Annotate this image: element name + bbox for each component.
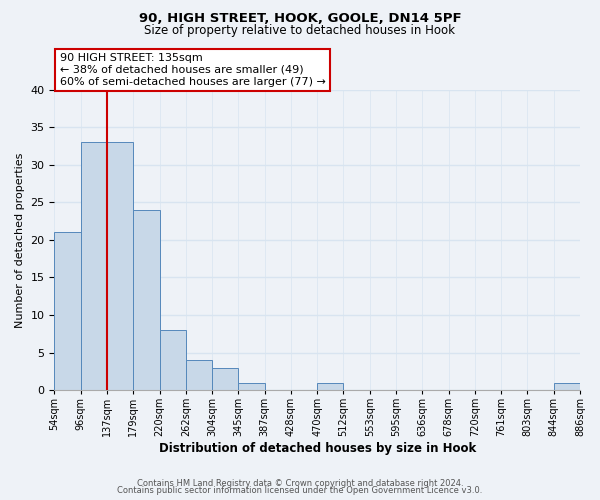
Text: Contains public sector information licensed under the Open Government Licence v3: Contains public sector information licen… (118, 486, 482, 495)
Text: Size of property relative to detached houses in Hook: Size of property relative to detached ho… (145, 24, 455, 37)
Bar (55, 232, 80, 390)
Bar (160, 330, 186, 390)
Bar (186, 360, 212, 390)
Y-axis label: Number of detached properties: Number of detached properties (15, 152, 25, 328)
Text: Contains HM Land Registry data © Crown copyright and database right 2024.: Contains HM Land Registry data © Crown c… (137, 478, 463, 488)
Text: 90, HIGH STREET, HOOK, GOOLE, DN14 5PF: 90, HIGH STREET, HOOK, GOOLE, DN14 5PF (139, 12, 461, 26)
Bar (133, 210, 160, 390)
Bar (80, 142, 107, 390)
X-axis label: Distribution of detached houses by size in Hook: Distribution of detached houses by size … (158, 442, 476, 455)
Text: 90 HIGH STREET: 135sqm
← 38% of detached houses are smaller (49)
60% of semi-det: 90 HIGH STREET: 135sqm ← 38% of detached… (59, 54, 326, 86)
Bar (212, 368, 238, 390)
Bar (554, 382, 580, 390)
Bar (317, 382, 343, 390)
Bar (107, 142, 133, 390)
Bar (238, 382, 265, 390)
